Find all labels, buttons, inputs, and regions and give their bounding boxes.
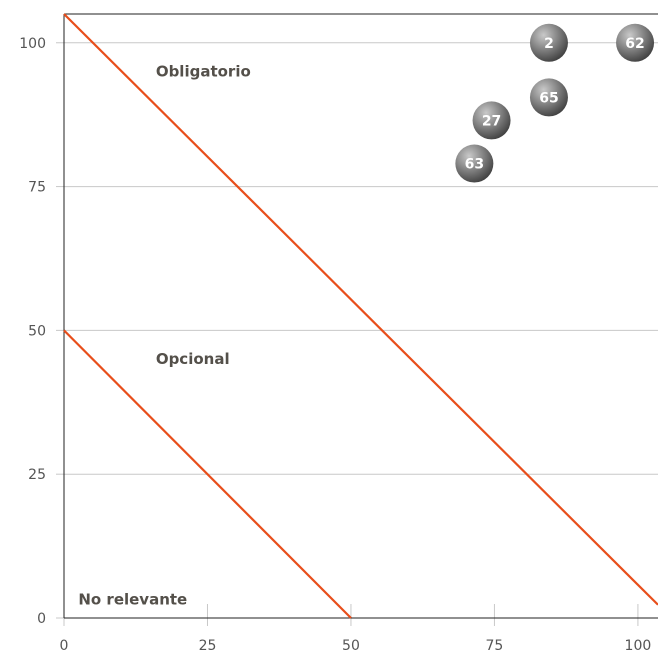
data-point-label-65: 65: [539, 90, 558, 106]
data-point-2: 2: [529, 23, 568, 62]
data-point-63: 63: [455, 144, 494, 183]
data-point-62: 62: [616, 23, 655, 62]
data-point-65: 65: [529, 78, 568, 117]
zone-label-2: No relevante: [78, 591, 187, 609]
zone-label-0: Obligatorio: [156, 63, 251, 81]
zone-label-1: Opcional: [156, 350, 230, 368]
data-point-bubble-27: [472, 101, 511, 140]
threshold-line-lower: [63, 329, 352, 619]
data-point-bubble-2: [529, 23, 568, 62]
axis-ticks: 0 25 50 75 100 0 25 50 75 100: [19, 36, 651, 652]
x-tick-label-50: 50: [342, 638, 360, 652]
y-tick-label-0: 0: [37, 611, 46, 627]
data-point-bubble-62: [616, 23, 655, 62]
data-point-bubble-63: [455, 144, 494, 183]
x-tick-label-100: 100: [625, 638, 652, 652]
threshold-lines: [63, 13, 658, 619]
zone-labels: Obligatorio Opcional No relevante: [78, 63, 250, 609]
y-tick-label-50: 50: [28, 323, 46, 339]
axes: [63, 13, 658, 619]
y-tick-label-100: 100: [19, 36, 46, 52]
y-tick-label-25: 25: [28, 467, 46, 483]
x-tick-label-75: 75: [486, 638, 504, 652]
data-point-label-2: 2: [544, 36, 554, 52]
data-point-bubble-65: [529, 78, 568, 117]
data-point-27: 27: [472, 101, 511, 140]
x-tick-label-25: 25: [199, 638, 217, 652]
y-tick-label-75: 75: [28, 180, 46, 196]
data-point-label-27: 27: [482, 113, 501, 129]
threshold-line-upper: [63, 13, 658, 606]
gridlines: [64, 42, 658, 475]
x-tick-label-0: 0: [60, 638, 69, 652]
data-point-label-63: 63: [465, 157, 484, 173]
data-point-label-62: 62: [625, 36, 644, 52]
data-points: 2 62 65 27 63: [455, 23, 655, 183]
